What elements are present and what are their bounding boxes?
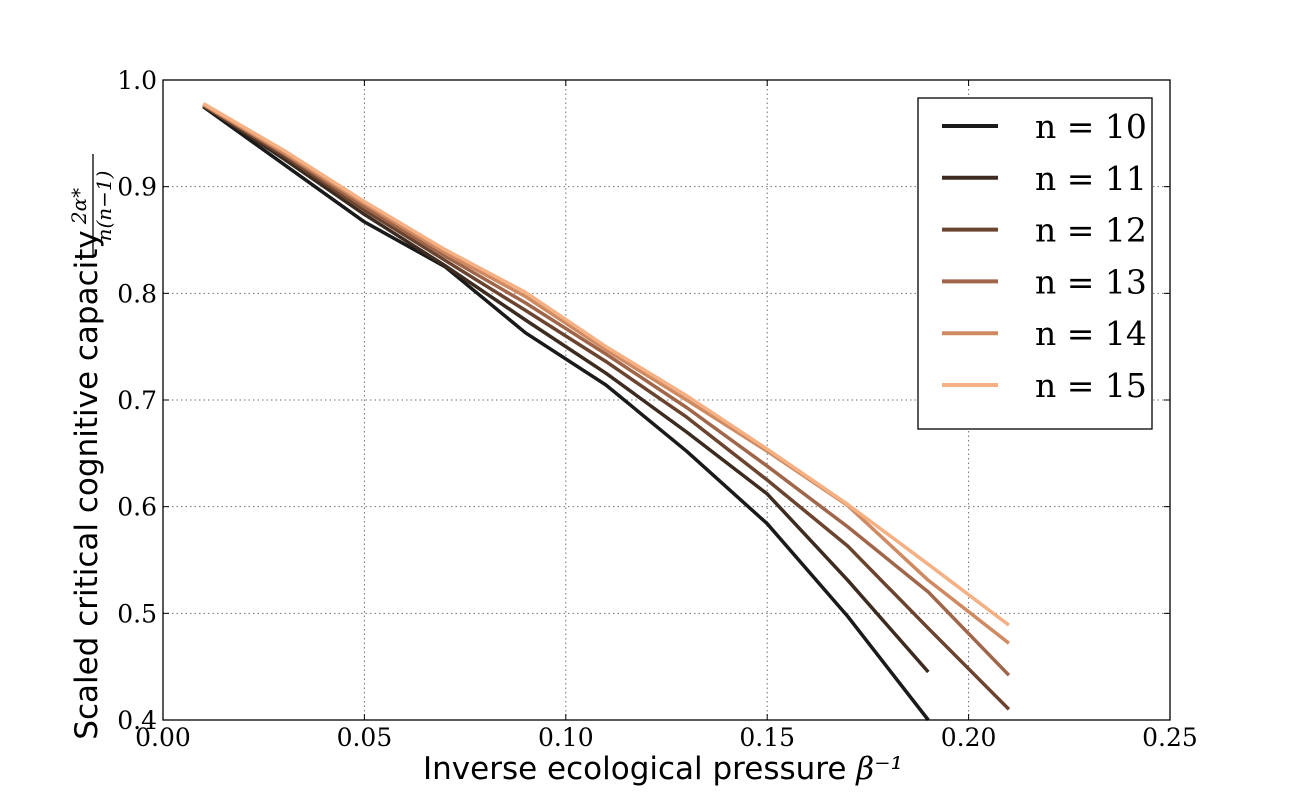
axis-ticks: 0.00 0.05 0.10 0.15 0.20 0.25 0.4 0.5 0.6 0.7 0.8 0… <box>117 66 1198 752</box>
legend-label: n = 13 <box>1035 262 1147 301</box>
legend: n = 10 n = 11 n = 12 n = 13 n = 14 n = 15 <box>917 97 1153 430</box>
x-axis-label-text: Inverse ecological pressure <box>423 751 846 787</box>
series-line-4 <box>202 103 1011 677</box>
y-tick-label: 0.4 <box>117 706 157 735</box>
series-line-1 <box>202 105 930 722</box>
legend-label: n = 11 <box>1035 159 1147 198</box>
y-axis-label: Scaled critical cognitive capacity 2α* n… <box>67 154 116 740</box>
x-axis-label: Inverse ecological pressure β⁻¹ <box>423 751 903 787</box>
series-line-5 <box>202 102 1010 645</box>
y-tick-label: 0.8 <box>117 279 157 308</box>
x-tick-label: 0.05 <box>337 723 393 752</box>
series-line-6 <box>202 101 1010 627</box>
y-axis-label-denominator: n(n−1) <box>92 171 116 242</box>
plot-lines <box>202 101 1011 722</box>
y-tick-label: 0.6 <box>117 493 157 522</box>
x-tick-label: 0.00 <box>135 723 191 752</box>
series-line-3 <box>202 104 1011 711</box>
legend-label: n = 15 <box>1035 366 1147 405</box>
x-tick-label: 0.25 <box>1142 723 1198 752</box>
y-axis-label-text: Scaled critical cognitive capacity <box>69 230 105 739</box>
legend-label: n = 10 <box>1035 107 1147 146</box>
legend-box <box>917 97 1153 430</box>
series-line-2 <box>202 104 930 674</box>
x-axis-label-math: β⁻¹ <box>855 751 903 787</box>
legend-label: n = 14 <box>1035 314 1147 353</box>
y-tick-label: 0.9 <box>117 173 157 202</box>
y-tick-label: 0.7 <box>117 386 157 415</box>
x-tick-label: 0.20 <box>941 723 997 752</box>
x-tick-label: 0.10 <box>538 723 594 752</box>
y-tick-label: 0.5 <box>117 599 157 628</box>
legend-label: n = 12 <box>1035 211 1147 250</box>
y-axis-label-numerator: 2α* <box>67 188 91 225</box>
x-tick-label: 0.15 <box>739 723 795 752</box>
y-tick-label: 1.0 <box>117 66 157 95</box>
